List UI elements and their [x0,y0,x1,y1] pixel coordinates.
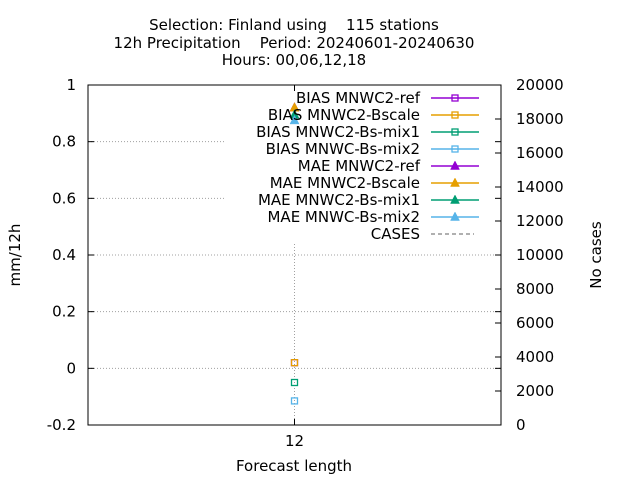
data-point-bias-1 [290,359,299,367]
legend-label: BIAS MNWC-Bs-mix2 [266,140,420,158]
y-tick-label: 0 [66,359,76,377]
data-point-mae-7 [289,114,300,125]
legend-marker [451,145,459,153]
legend-marker [451,94,459,102]
y2-tick-label: 20000 [516,76,564,94]
legend-label: MAE MNWC-Bs-mix2 [267,208,420,226]
chart-title: Selection: Finland using 115 stations 12… [114,16,475,69]
legend-label: MAE MNWC2-Bscale [270,174,420,192]
legend-label: CASES [371,225,420,243]
legend-label: BIAS MNWC2-Bs-mix1 [256,123,420,141]
y2-tick-label: 6000 [516,314,554,332]
y2-axis-label: No cases [587,221,605,289]
x-axis-label: Forecast length [236,457,352,475]
y2-tick-label: 16000 [516,144,564,162]
y-tick-label: -0.2 [47,416,76,434]
y2-tick-label: 12000 [516,212,564,230]
y2-tick-label: 0 [516,416,526,434]
y-tick-label: 0.4 [52,246,76,264]
axes: -0.2 0 0.2 0.4 0.6 0.8 1 0 2000 4000 6000 8000 10000… [47,76,564,450]
legend-marker [450,177,460,187]
y-tick-label: 0.2 [52,303,76,321]
y-tick-label: 0.6 [52,189,76,207]
legend-label: BIAS MNWC2-ref [296,89,421,107]
y2-tick-label: 10000 [516,246,564,264]
legend-marker [450,211,460,221]
y2-tick-label: 4000 [516,348,554,366]
legend-marker [451,128,459,136]
legend-label: MAE MNWC2-ref [298,157,421,175]
chart-title-line-2: 12h Precipitation Period: 20240601-20240… [114,34,475,52]
legend-label: BIAS MNWC2-Bscale [268,106,420,124]
chart-title-line-3: Hours: 00,06,12,18 [222,51,366,69]
legend-marker [450,160,460,170]
y-tick-label: 1 [66,76,76,94]
legend-marker [451,111,459,119]
y-tick-label: 0.8 [52,133,76,151]
y2-tick-label: 2000 [516,382,554,400]
chart-title-line-1: Selection: Finland using 115 stations [149,16,439,34]
data-point-bias-3 [290,397,299,405]
legend-label: MAE MNWC2-Bs-mix1 [258,191,420,209]
legend-marker [450,194,460,204]
grid [88,141,501,425]
x-tick-label: 12 [285,432,304,450]
data-point-bias-2 [290,378,299,387]
y2-tick-label: 18000 [516,110,564,128]
y2-tick-label: 14000 [516,178,564,196]
y-axis-label: mm/12h [6,224,24,287]
y2-tick-label: 8000 [516,280,554,298]
data-marks [289,102,300,405]
